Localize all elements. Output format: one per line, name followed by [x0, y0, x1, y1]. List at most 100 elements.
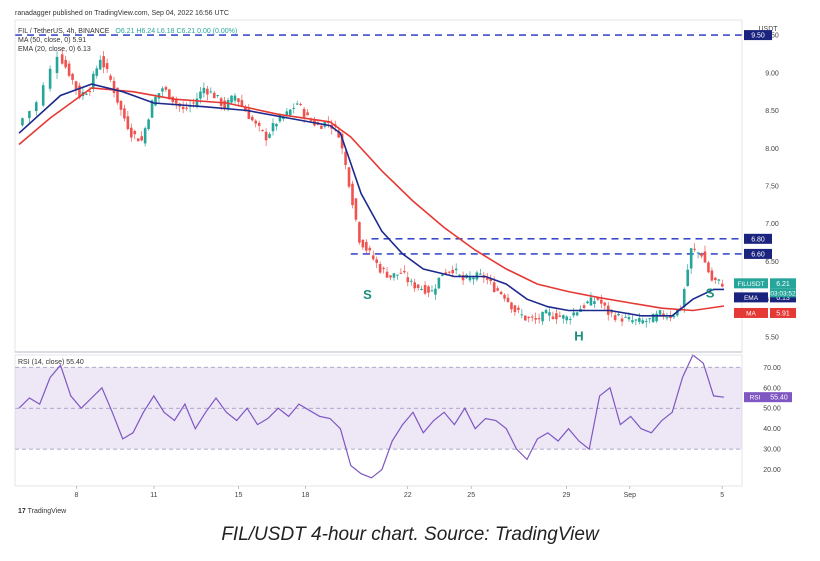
candle-body: [641, 320, 645, 324]
axes: 5.506.006.507.007.508.008.509.009.50USDT…: [14, 19, 796, 499]
x-tick-label: 11: [150, 492, 157, 499]
candle-body: [102, 56, 105, 68]
candle-body: [233, 95, 237, 101]
candle-body: [28, 111, 31, 119]
candle-body: [116, 87, 119, 103]
price-timer: 03:03:52: [770, 290, 796, 297]
candle-body: [285, 111, 289, 116]
candle-body: [672, 315, 676, 318]
candle-body: [461, 274, 465, 281]
rsi-legend[interactable]: RSI (14, close) 55.40: [18, 359, 84, 366]
candle-body: [530, 316, 534, 318]
rsi-tick-label: 70.00: [763, 365, 781, 372]
candle-body: [689, 248, 693, 269]
candle-body: [365, 241, 368, 251]
candle-body: [361, 239, 365, 248]
candle-body: [337, 130, 340, 138]
candle-body: [582, 305, 586, 308]
candle-body: [454, 268, 458, 271]
candle-body: [434, 288, 437, 295]
candle-body: [60, 54, 64, 64]
candle-body: [568, 318, 572, 320]
candle-body: [240, 100, 244, 106]
candle-body: [268, 133, 271, 138]
candle-body: [216, 95, 220, 97]
level-label: 6.60: [751, 251, 765, 258]
candle-body: [644, 320, 648, 322]
price-badge-label-bg: [734, 278, 768, 289]
candle-body: [513, 305, 517, 313]
tradingview-logo: 17 TradingView: [18, 508, 67, 515]
candle-body: [275, 123, 278, 127]
price-tick-label: 9.50: [765, 33, 779, 40]
candle-body: [523, 315, 527, 321]
rsi-tick-label: 30.00: [763, 447, 781, 454]
price-pane-frame: [14, 19, 743, 353]
candle-body: [638, 317, 641, 322]
pattern-label: S: [706, 286, 715, 301]
candle-body: [420, 288, 423, 290]
ema-legend[interactable]: EMA (20, close, 0) 6.13: [18, 46, 91, 53]
candle-body: [572, 312, 575, 316]
ohlc-values: O6.21 H6.24 L6.18 C6.21 0.00 (0.00%): [115, 28, 238, 35]
candle-body: [413, 282, 416, 289]
candle-body: [651, 313, 655, 323]
candle-body: [575, 312, 579, 316]
candle-body: [437, 277, 441, 289]
candle-body: [696, 252, 700, 254]
candle-body: [451, 269, 455, 274]
candle-body: [555, 313, 558, 320]
candle-body: [192, 102, 195, 104]
x-tick-label: Sep: [624, 492, 637, 499]
price-tick-label: 8.50: [765, 108, 779, 115]
candle-body: [109, 75, 112, 80]
candle-body: [354, 198, 358, 220]
candle-body: [244, 107, 247, 112]
level-badge: [744, 233, 772, 244]
candle-body: [458, 274, 461, 276]
candle-body: [634, 319, 638, 321]
candle-body: [202, 87, 206, 94]
ma-legend[interactable]: MA (50, close, 0) 5.91: [18, 37, 87, 44]
candle-body: [389, 275, 392, 278]
candle-body: [600, 299, 603, 304]
candle-body: [257, 122, 261, 126]
candle-body: [655, 313, 658, 322]
candle-body: [295, 103, 299, 105]
candle-body: [130, 127, 133, 138]
candle-body: [520, 314, 524, 316]
symbol-line: FIL / TetherUS, 4h, BINANCE O6.21 H6.24 …: [18, 28, 237, 35]
candle-body: [714, 277, 717, 281]
candle-body: [593, 301, 596, 305]
candle-body: [648, 318, 651, 320]
candle-body: [499, 291, 503, 295]
ema-badge-value-bg: [770, 292, 796, 303]
rsi-pane: [15, 354, 742, 479]
candle-body: [133, 130, 137, 135]
candle-body: [347, 167, 351, 187]
candle-body: [472, 277, 475, 280]
rsi-pane-frame: [14, 354, 743, 487]
x-tick-label: 25: [467, 492, 475, 499]
price-tick-label: 8.00: [765, 146, 779, 153]
candle-body: [309, 120, 313, 122]
candle-body: [226, 100, 230, 109]
rsi-badge-label-bg: [744, 392, 766, 403]
candle-body: [48, 68, 52, 89]
candle-body: [396, 274, 399, 276]
price-timer-bg: [770, 288, 796, 298]
price-badge-value-bg: [770, 278, 796, 289]
candle-body: [299, 103, 302, 105]
candle-body: [627, 317, 631, 320]
candle-body: [34, 102, 38, 112]
candle-body: [150, 100, 154, 118]
candle-body: [717, 279, 721, 281]
candle-body: [119, 100, 123, 110]
candle-body: [88, 90, 92, 93]
candle-body: [693, 248, 696, 250]
candle-body: [271, 123, 275, 132]
price-tick-label: 7.00: [765, 221, 779, 228]
candle-body: [71, 73, 74, 80]
level-badge: [744, 30, 772, 41]
price-tick-label: 9.00: [765, 70, 779, 77]
